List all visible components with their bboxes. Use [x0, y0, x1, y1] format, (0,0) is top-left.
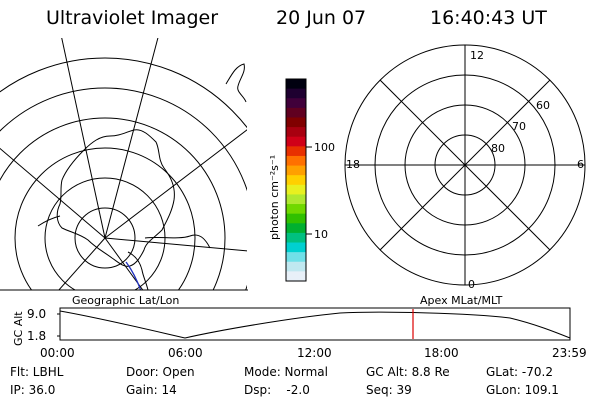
mlt-label-6: 6	[577, 158, 584, 171]
mode-info: Mode: Normal	[244, 365, 328, 379]
color-scale-segment	[286, 194, 306, 205]
seq-info: Seq: 39	[366, 383, 412, 397]
glon-info: GLon: 109.1	[486, 383, 559, 397]
x-tick-label: 06:00	[168, 346, 203, 360]
color-scale-segment	[286, 155, 306, 167]
x-tick-label: 12:00	[297, 346, 332, 360]
color-scale-segment	[286, 165, 306, 176]
color-tick-label: 100	[314, 141, 335, 154]
geographic-map	[0, 38, 247, 290]
color-scale-segment	[286, 136, 306, 147]
mlt-label-18: 18	[346, 158, 360, 171]
timeline-left-label: Geographic Lat/Lon	[72, 294, 179, 307]
color-scale-segment	[286, 107, 306, 119]
color-tick-label: 10	[314, 228, 328, 241]
meridian-line	[0, 147, 106, 239]
color-scale-segment	[286, 271, 306, 282]
mlt-label-12: 12	[470, 49, 484, 62]
lat-circle	[14, 147, 196, 290]
color-scale-segment	[286, 242, 306, 253]
glat-info: GLat: -70.2	[486, 365, 553, 379]
color-scale-frame	[285, 78, 307, 282]
lat-circle	[0, 57, 247, 129]
color-scale-segment	[286, 117, 306, 128]
y-tick-label: 1.8	[27, 329, 46, 343]
x-tick-label: 23:59	[552, 346, 587, 360]
mlt-label-0: 0	[468, 278, 475, 291]
color-scale-segment	[286, 98, 306, 109]
lat-circle	[74, 207, 136, 269]
y-tick-label: 9.0	[27, 307, 46, 321]
gain-info: Gain: 14	[126, 383, 177, 397]
meridian-line	[104, 38, 159, 239]
mlat-mlt-grid	[344, 44, 586, 286]
color-scale-segment	[286, 204, 306, 215]
mlat-label-70: 70	[512, 120, 526, 133]
header-date: 20 Jun 07	[276, 7, 366, 29]
filter-info: Flt: LBHL	[10, 365, 64, 379]
timeline-axis-title: GC Alt	[12, 311, 25, 346]
header-time: 16:40:43 UT	[430, 7, 547, 29]
color-scale-segment	[286, 261, 306, 272]
color-scale-segment	[286, 88, 306, 99]
coastline-detail	[37, 215, 61, 227]
color-scale-bar	[286, 79, 306, 282]
coastline-detail	[127, 251, 149, 290]
meridian-line	[104, 129, 247, 239]
coastline-detail	[225, 63, 247, 103]
color-scale-segment	[286, 184, 306, 196]
color-scale-segment	[286, 175, 306, 186]
meridian-line	[104, 237, 144, 290]
color-scale-segment	[286, 146, 306, 157]
instrument-title: Ultraviolet Imager	[46, 7, 218, 29]
mlat-label-60: 60	[536, 99, 550, 112]
color-scale-segment	[286, 79, 306, 90]
timeline-right-label: Apex MLat/MLT	[420, 294, 503, 307]
dsp-info: Dsp: -2.0	[244, 383, 310, 397]
ice-shelf-outline	[144, 234, 211, 249]
meridian-line	[104, 237, 247, 252]
lat-circle	[0, 87, 247, 290]
mlt-line	[379, 79, 551, 251]
meridian-line	[61, 38, 106, 239]
color-scale-segment	[286, 232, 306, 244]
color-scale-segment	[286, 213, 306, 224]
altitude-curve	[59, 310, 571, 339]
mlat-label-80: 80	[491, 142, 505, 155]
x-tick-label: 18:00	[424, 346, 459, 360]
satellite-track	[125, 261, 142, 290]
x-tick-label: 00:00	[40, 346, 75, 360]
gc-alt-info: GC Alt: 8.8 Re	[366, 365, 450, 379]
timeline-frame	[59, 307, 571, 341]
antarctica-outline	[56, 129, 175, 267]
lat-circle	[0, 117, 226, 290]
door-info: Door: Open	[126, 365, 195, 379]
ip-info: IP: 36.0	[10, 383, 55, 397]
color-scale-segment	[286, 223, 306, 234]
color-scale-segment	[286, 127, 306, 138]
color-scale-segment	[286, 252, 306, 263]
color-scale-unit: photon cm⁻²s⁻¹	[268, 155, 281, 240]
